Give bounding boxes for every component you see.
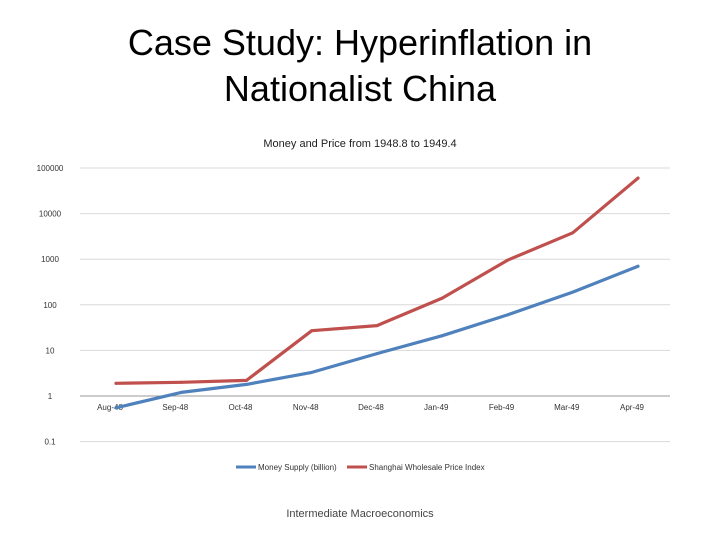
series-line <box>114 264 640 410</box>
data-point <box>114 406 118 410</box>
x-axis-tick-labels: Aug-48 Sep-48 Oct-48 Nov-48 Dec-48 Jan-49 Feb-… <box>97 403 644 412</box>
x-tick-label: Jan-49 <box>424 403 449 412</box>
data-point <box>506 313 509 317</box>
data-point <box>245 378 248 382</box>
x-tick-label: Feb-49 <box>489 403 515 412</box>
slide-title-line-2: Nationalist China <box>223 68 497 109</box>
slide-footer: Intermediate Macroeconomics <box>286 508 434 520</box>
x-tick-label: Dec-48 <box>358 403 384 412</box>
chart-title: Money and Price from 1948.8 to 1949.4 <box>263 138 456 150</box>
data-point <box>114 381 118 385</box>
series-lines <box>114 176 640 410</box>
data-point <box>245 382 248 386</box>
data-point <box>440 296 444 300</box>
x-tick-label: Apr-49 <box>620 403 645 412</box>
legend-label: Money Supply (billion) <box>258 463 337 472</box>
y-tick-label: 1 <box>48 392 53 401</box>
data-point <box>310 329 314 333</box>
slide-title: Case Study: Hyperinflation in Nationalis… <box>60 20 660 112</box>
data-point <box>571 231 575 235</box>
y-tick-label: 10 <box>46 346 55 355</box>
data-point <box>310 370 314 374</box>
x-tick-label: Oct-48 <box>228 403 253 412</box>
legend: Money Supply (billion) Shanghai Wholesale… <box>236 463 485 472</box>
data-point <box>636 176 640 180</box>
data-point <box>636 264 640 268</box>
y-tick-label: 100000 <box>37 164 64 173</box>
slide-title-line-1: Case Study: Hyperinflation in <box>127 22 593 63</box>
legend-label: Shanghai Wholesale Price Index <box>369 463 485 472</box>
x-tick-label: Aug-48 <box>97 403 123 412</box>
y-tick-label: 100 <box>43 301 57 310</box>
data-point <box>506 258 509 262</box>
data-point <box>375 324 379 328</box>
data-point <box>571 290 575 294</box>
data-point <box>179 390 183 394</box>
x-tick-label: Mar-49 <box>554 403 580 412</box>
x-tick-label: Nov-48 <box>293 403 319 412</box>
data-point <box>375 352 379 356</box>
y-tick-label: 10000 <box>39 210 62 219</box>
y-tick-label: 1000 <box>41 255 59 264</box>
y-axis-tick-labels: 100000 10000 1000 100 10 1 0.1 <box>37 164 64 447</box>
data-point <box>179 380 183 384</box>
series-2 <box>114 176 640 385</box>
y-tick-label: 0.1 <box>44 438 56 447</box>
x-tick-label: Sep-48 <box>162 403 188 412</box>
series-1 <box>114 264 640 410</box>
gridlines <box>80 167 670 443</box>
data-point <box>440 334 444 338</box>
